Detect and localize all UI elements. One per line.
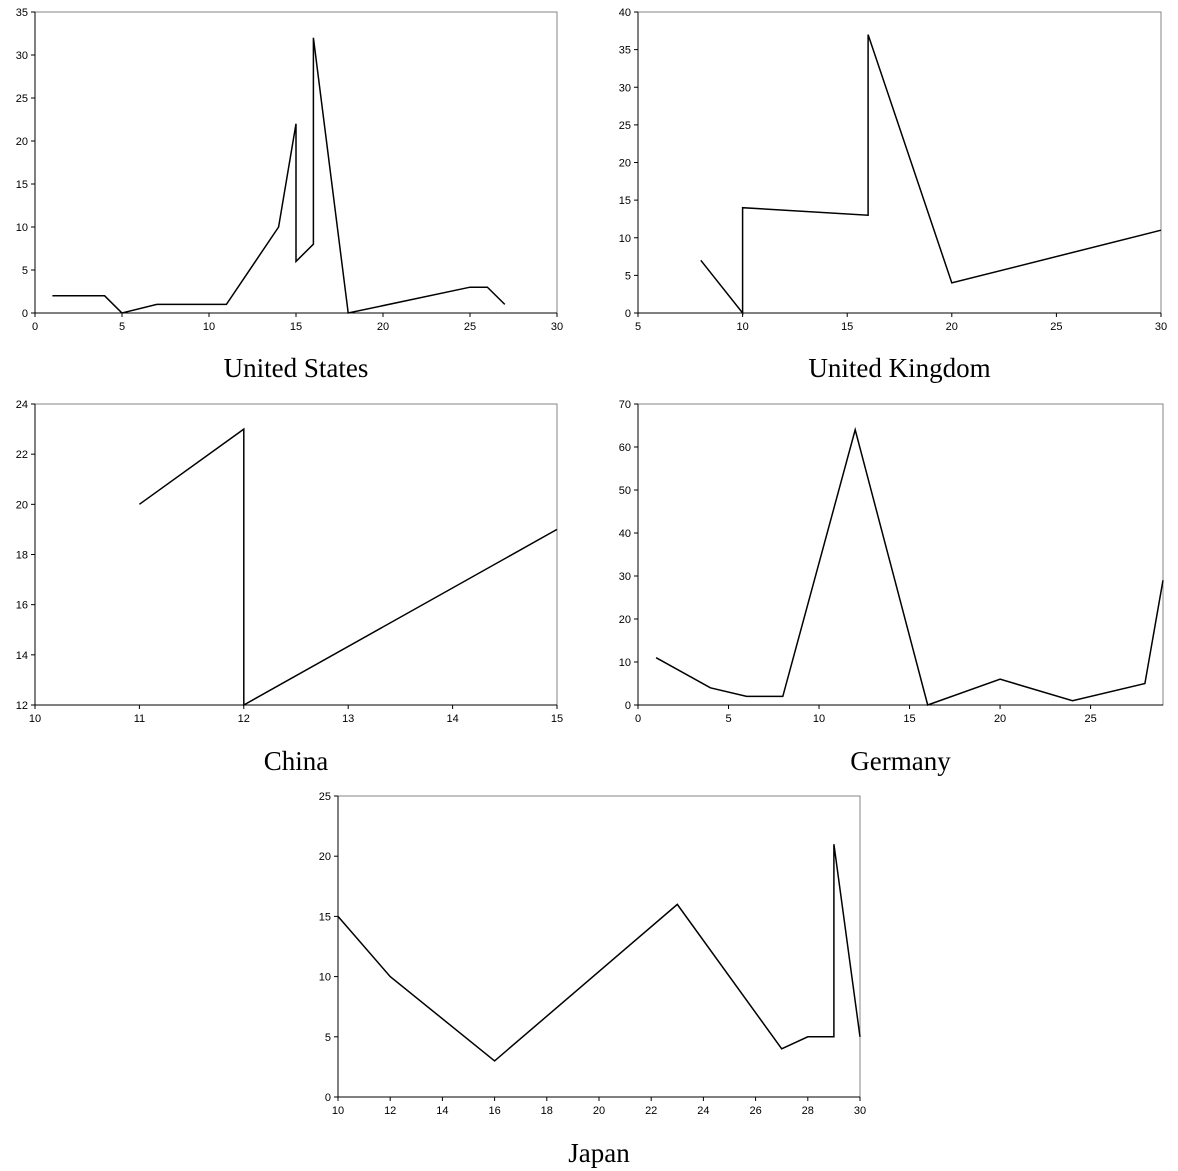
y-tick-label: 12 [16, 700, 28, 712]
y-tick-label: 15 [619, 195, 631, 207]
y-tick-label: 15 [319, 911, 331, 923]
x-tick-label: 20 [593, 1105, 605, 1117]
y-tick-label: 35 [619, 45, 631, 57]
y-tick-label: 20 [619, 614, 631, 626]
y-tick-label: 10 [319, 972, 331, 984]
y-tick-label: 20 [619, 158, 631, 170]
y-tick-label: 0 [625, 308, 631, 320]
series-line [655, 426, 1164, 706]
x-tick-label: 30 [1155, 321, 1167, 333]
x-tick-label: 20 [946, 321, 958, 333]
x-tick-label: 15 [841, 321, 853, 333]
x-tick-label: 30 [854, 1105, 866, 1117]
y-tick-label: 0 [22, 308, 28, 320]
chart-title: Germany [850, 746, 951, 776]
y-tick-label: 30 [619, 82, 631, 94]
x-tick-label: 10 [29, 713, 41, 725]
series-line [700, 34, 1162, 316]
x-tick-label: 15 [551, 713, 563, 725]
chart-united-states: 0 5 10 15 20 25 30 35 0 5 10 15 20 25 30 United States [16, 7, 563, 383]
y-tick-label: 40 [619, 528, 631, 540]
y-tick-label: 30 [619, 571, 631, 583]
y-tick-label: 0 [325, 1092, 331, 1104]
x-tick-label: 0 [635, 713, 641, 725]
y-tick-label: 0 [625, 700, 631, 712]
x-tick-label: 18 [541, 1105, 553, 1117]
y-tick-label: 10 [619, 233, 631, 245]
y-tick-label: 20 [16, 499, 28, 511]
chart-title: China [264, 746, 329, 776]
x-tick-label: 25 [1084, 713, 1096, 725]
x-tick-label: 5 [119, 321, 125, 333]
chart-title: Japan [568, 1138, 630, 1168]
x-tick-label: 28 [802, 1105, 814, 1117]
y-tick-label: 16 [16, 600, 28, 612]
y-tick-label: 60 [619, 442, 631, 454]
chart-title: United Kingdom [808, 353, 990, 383]
series-line [138, 427, 558, 707]
x-tick-label: 11 [134, 713, 145, 725]
x-tick-label: 15 [903, 713, 915, 725]
series-line [337, 844, 861, 1062]
x-tick-label: 12 [384, 1105, 396, 1117]
x-tick-label: 0 [32, 321, 38, 333]
y-tick-label: 5 [325, 1032, 331, 1044]
y-tick-label: 24 [16, 399, 28, 411]
y-tick-label: 10 [619, 657, 631, 669]
x-tick-label: 5 [725, 713, 731, 725]
x-tick-label: 16 [488, 1105, 500, 1117]
x-tick-label: 20 [994, 713, 1006, 725]
chart-japan: 0 5 10 15 20 25 10 12 14 16 18 20 22 24 26 28 30 Japan [319, 791, 866, 1168]
y-tick-label: 35 [16, 7, 28, 19]
plot-frame [337, 795, 861, 1098]
x-tick-label: 14 [436, 1105, 448, 1117]
chart-china: 12 14 16 18 20 22 24 10 11 12 13 14 15 China [16, 399, 563, 776]
x-tick-label: 20 [377, 321, 389, 333]
x-tick-label: 30 [551, 321, 563, 333]
x-tick-label: 26 [749, 1105, 761, 1117]
x-tick-label: 10 [813, 713, 825, 725]
x-tick-label: 5 [635, 321, 641, 333]
chart-germany: 0 10 20 30 40 50 60 70 0 5 10 15 20 25 Germany [619, 399, 1164, 776]
y-tick-label: 20 [319, 851, 331, 863]
y-tick-label: 25 [16, 93, 28, 105]
y-tick-label: 15 [16, 179, 28, 191]
y-tick-label: 20 [16, 136, 28, 148]
y-tick-label: 25 [619, 120, 631, 132]
series-line [52, 37, 506, 314]
y-tick-label: 50 [619, 485, 631, 497]
x-tick-label: 13 [342, 713, 354, 725]
y-tick-label: 5 [22, 265, 28, 277]
x-tick-label: 24 [697, 1105, 709, 1117]
x-tick-label: 22 [645, 1105, 657, 1117]
y-tick-label: 14 [16, 650, 28, 662]
x-tick-label: 14 [446, 713, 458, 725]
y-tick-label: 22 [16, 449, 28, 461]
x-tick-label: 10 [736, 321, 748, 333]
x-tick-label: 12 [238, 713, 250, 725]
y-tick-label: 18 [16, 550, 28, 562]
x-tick-label: 25 [1050, 321, 1062, 333]
x-tick-label: 10 [203, 321, 215, 333]
x-tick-label: 15 [290, 321, 302, 333]
y-tick-label: 30 [16, 50, 28, 62]
x-tick-label: 10 [332, 1105, 344, 1117]
chart-title: United States [224, 353, 369, 383]
y-tick-label: 10 [16, 222, 28, 234]
y-tick-label: 70 [619, 399, 631, 411]
y-tick-label: 5 [625, 270, 631, 282]
x-tick-label: 25 [464, 321, 476, 333]
y-tick-label: 40 [619, 7, 631, 19]
y-tick-label: 25 [319, 791, 331, 803]
